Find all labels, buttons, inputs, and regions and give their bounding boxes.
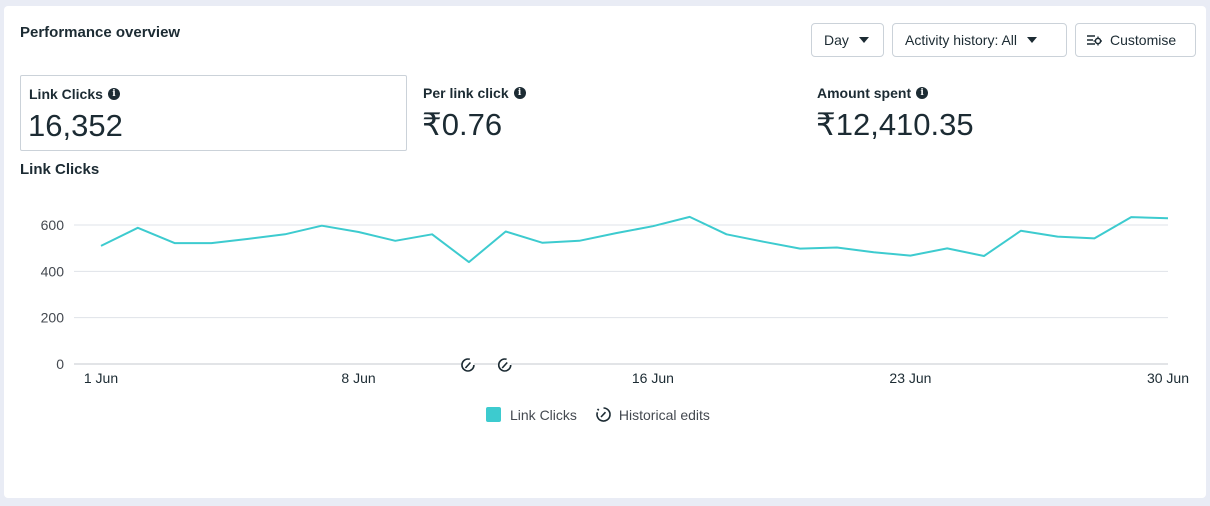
x-tick-label: 30 Jun xyxy=(1147,370,1189,386)
metric-amount-spent[interactable]: Amount spent i ₹12,410.35 xyxy=(809,75,1189,151)
y-tick-label: 200 xyxy=(41,310,65,326)
legend-label: Link Clicks xyxy=(510,406,577,423)
customise-button[interactable]: Customise xyxy=(1075,23,1196,57)
metric-label: Amount spent xyxy=(817,85,912,101)
activity-history-label: Activity history: All xyxy=(905,32,1018,48)
metric-label: Per link click xyxy=(423,85,509,101)
x-tick-label: 8 Jun xyxy=(341,370,375,386)
metric-value: ₹0.76 xyxy=(422,107,503,142)
info-icon[interactable]: i xyxy=(107,88,120,100)
x-tick-label: 16 Jun xyxy=(632,370,674,386)
performance-card: Performance overview Day Activity histor… xyxy=(4,6,1206,498)
customise-icon xyxy=(1087,35,1102,46)
historical-edit-icon xyxy=(596,407,611,422)
link-clicks-line-chart: 0 200 400 600 1 Jun 8 Jun 16 Jun 23 Jun 30 Jun xyxy=(41,215,1189,386)
info-icon[interactable]: i xyxy=(513,87,526,99)
customise-label: Customise xyxy=(1110,32,1177,48)
day-dropdown-label: Day xyxy=(824,32,849,48)
metric-label-wrap: Amount spent i xyxy=(817,85,929,101)
y-tick-label: 400 xyxy=(41,263,65,279)
historical-edit-marker[interactable] xyxy=(461,358,475,372)
metric-value: 16,352 xyxy=(28,108,123,143)
metric-label: Link Clicks xyxy=(29,86,103,102)
legend-item-link-clicks[interactable]: Link Clicks xyxy=(486,407,577,423)
metric-link-clicks[interactable]: Link Clicks i 16,352 xyxy=(20,75,407,151)
info-icon[interactable]: i xyxy=(916,87,929,99)
y-tick-label: 0 xyxy=(56,356,64,372)
legend-item-historical-edits[interactable]: Historical edits xyxy=(595,406,710,423)
series-line xyxy=(100,215,1169,264)
metric-per-link-click[interactable]: Per link click i ₹0.76 xyxy=(415,75,795,151)
y-tick-label: 600 xyxy=(41,217,65,233)
day-dropdown[interactable]: Day xyxy=(811,23,884,57)
caret-down-icon xyxy=(858,37,869,43)
metric-label-wrap: Link Clicks i xyxy=(29,86,120,102)
x-tick-label: 23 Jun xyxy=(889,370,931,386)
legend-swatch xyxy=(486,407,501,422)
caret-down-icon xyxy=(1027,37,1038,43)
activity-history-dropdown[interactable]: Activity history: All xyxy=(892,23,1067,57)
x-tick-label: 1 Jun xyxy=(84,370,118,386)
page-title: Performance overview xyxy=(20,24,181,41)
metric-label-wrap: Per link click i xyxy=(423,85,526,101)
chart-legend: Link Clicks Historical edits xyxy=(486,406,728,423)
historical-edit-marker[interactable] xyxy=(497,358,512,372)
chart-title: Link Clicks xyxy=(20,161,100,178)
metric-value: ₹12,410.35 xyxy=(816,107,974,142)
legend-label: Historical edits xyxy=(618,406,710,423)
